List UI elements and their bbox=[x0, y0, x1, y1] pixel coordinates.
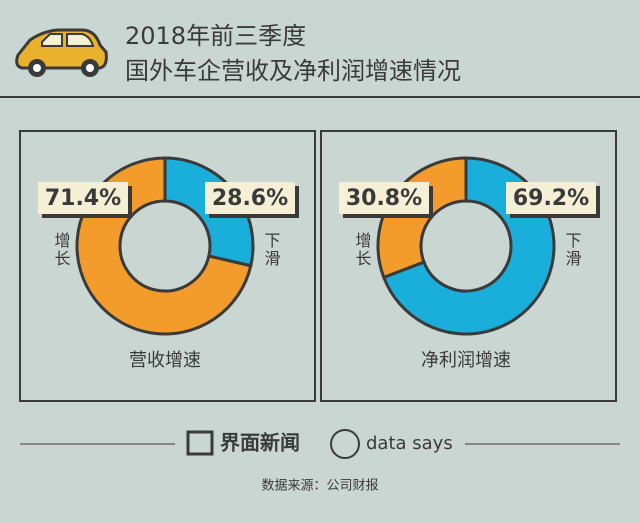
chart-title: 营收增速 bbox=[129, 350, 201, 371]
value-label: 69.2% bbox=[513, 186, 589, 211]
category-label: 增长 bbox=[353, 232, 372, 268]
value-label: 30.8% bbox=[346, 186, 422, 211]
label-box bbox=[339, 182, 429, 214]
title-line2: 国外车企营收及净利润增速情况 bbox=[125, 57, 461, 85]
category-label: 下滑 bbox=[563, 232, 582, 268]
footer-brand2: data says bbox=[366, 433, 453, 454]
data-says-logo bbox=[330, 429, 360, 459]
chart-title: 净利润增速 bbox=[421, 350, 511, 371]
label-box bbox=[506, 182, 596, 214]
category-label: 增长 bbox=[52, 232, 71, 268]
title-line1: 2018年前三季度 bbox=[125, 22, 306, 50]
label-box bbox=[205, 182, 295, 214]
panel bbox=[320, 130, 617, 402]
brand-logo bbox=[186, 430, 214, 456]
footer-brand: 界面新闻 bbox=[220, 431, 300, 455]
panel bbox=[19, 130, 316, 402]
value-label: 71.4% bbox=[45, 186, 121, 211]
label-box bbox=[38, 182, 128, 214]
value-label: 28.6% bbox=[212, 186, 288, 211]
category-label: 下滑 bbox=[262, 232, 281, 268]
car-icon bbox=[15, 28, 108, 77]
source: 数据来源：公司财报 bbox=[261, 479, 378, 494]
